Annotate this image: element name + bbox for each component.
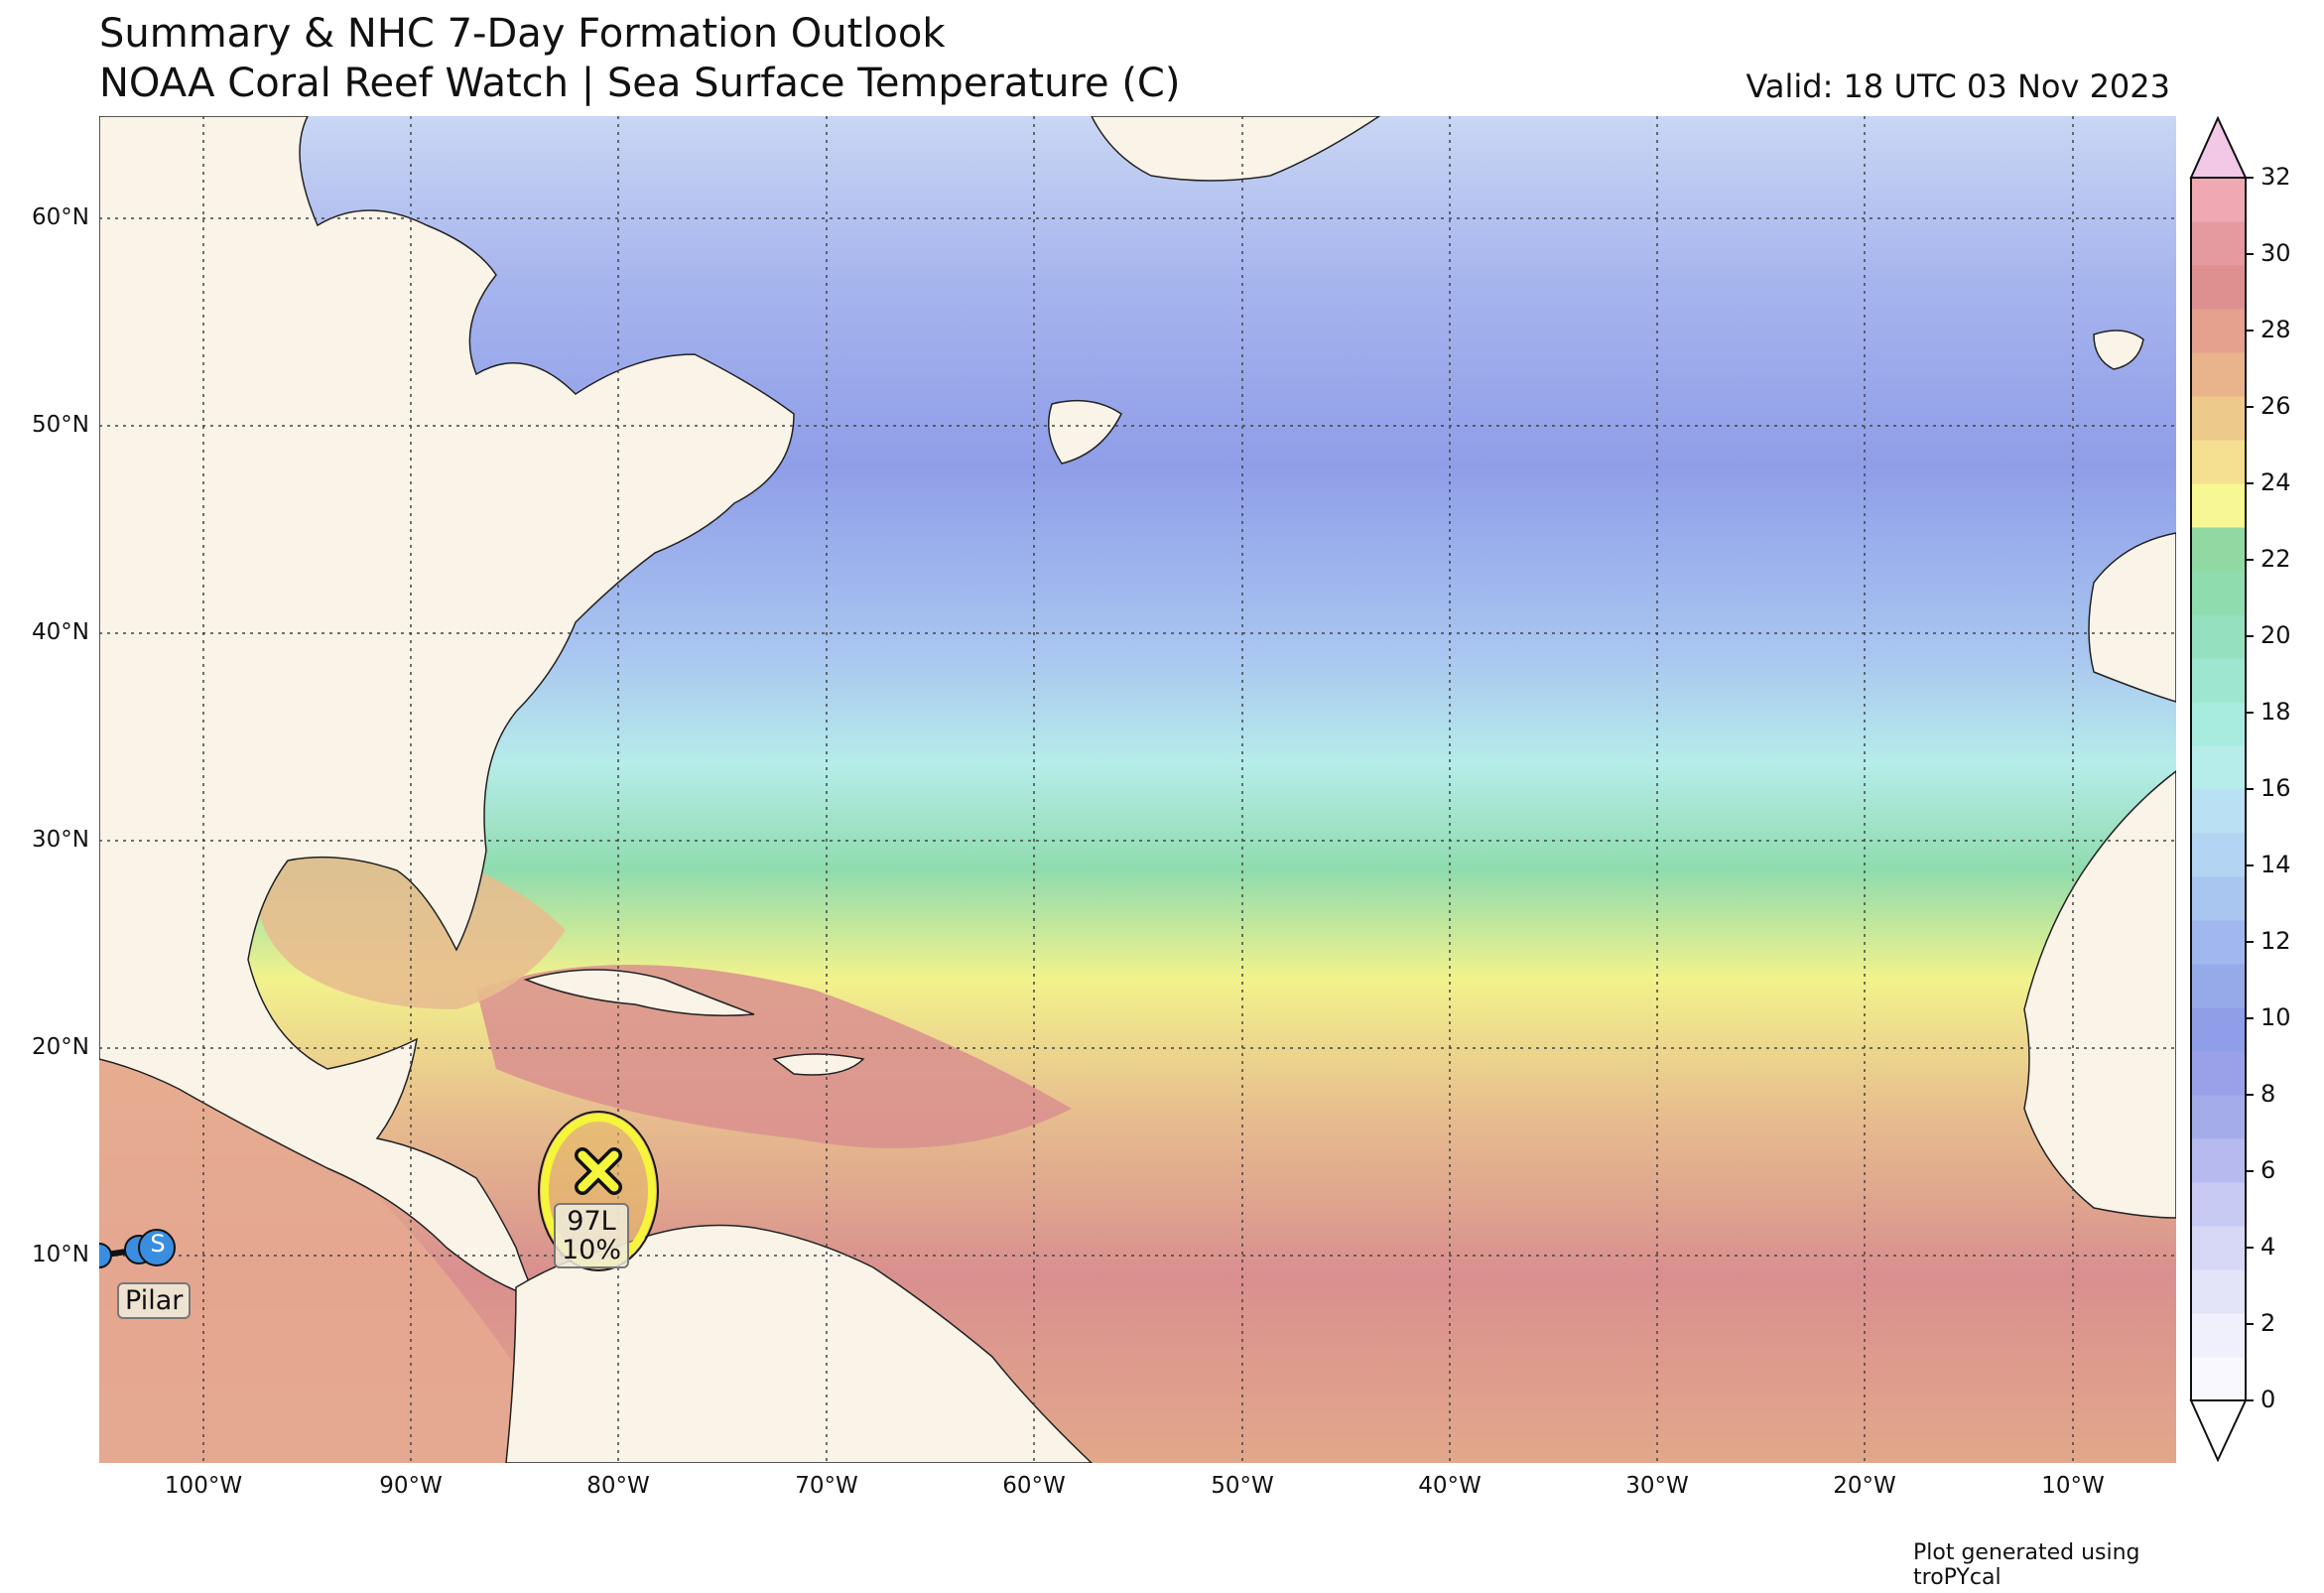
lon-label-40: 40°W: [1418, 1473, 1482, 1499]
africa-land: [2023, 770, 2176, 1219]
colorbar-segment: [2191, 1269, 2246, 1314]
colorbar-segment: [2191, 964, 2246, 1008]
storm-name-label: Pilar: [117, 1282, 192, 1319]
lat-label-10: 10°N: [32, 1242, 89, 1267]
colorbar-segment: [2191, 265, 2246, 310]
lon-label-10: 10°W: [2041, 1473, 2105, 1499]
lat-label-20: 20°N: [32, 1034, 89, 1060]
colorbar-segment: [2191, 1357, 2246, 1401]
colorbar-tick-label: 0: [2260, 1386, 2276, 1413]
colorbar-extend-bottom: [2189, 1399, 2248, 1463]
colorbar-segment: [2191, 702, 2246, 746]
disturbance-id: 97L: [567, 1206, 616, 1237]
colorbar-tick-label: 12: [2260, 927, 2291, 955]
colorbar-extend-top: [2189, 116, 2248, 179]
lon-label-30: 30°W: [1625, 1473, 1689, 1499]
credit-label: Plot generated using troPYcal: [1907, 1537, 2176, 1593]
colorbar-segment: [2191, 745, 2246, 790]
colorbar-segment: [2191, 833, 2246, 877]
colorbar-segment: [2191, 440, 2246, 484]
colorbar-segment: [2191, 1007, 2246, 1052]
colorbar-segment: [2191, 876, 2246, 921]
valid-time: Valid: 18 UTC 03 Nov 2023: [1745, 67, 2170, 105]
colorbar-segment: [2191, 483, 2246, 528]
lat-label-40: 40°N: [32, 619, 89, 645]
colorbar-tick-label: 2: [2260, 1309, 2276, 1337]
lat-label-60: 60°N: [32, 204, 89, 230]
colorbar-tick-label: 4: [2260, 1233, 2276, 1261]
colorbar-segment: [2191, 920, 2246, 965]
colorbar-tick-label: 32: [2260, 163, 2291, 191]
colorbar-segment: [2191, 527, 2246, 572]
colorbar-tick-label: 14: [2260, 851, 2291, 878]
lon-label-50: 50°W: [1211, 1473, 1274, 1499]
colorbar-tick-label: 26: [2260, 392, 2291, 420]
storm-symbol: S: [150, 1230, 166, 1258]
disturbance-probability: 10%: [562, 1235, 622, 1265]
colorbar-segment: [2191, 1182, 2246, 1227]
colorbar-segment: [2191, 789, 2246, 834]
colorbar-segment: [2191, 1051, 2246, 1096]
storm-pilar-track: [99, 1229, 176, 1268]
chart-title: Summary & NHC 7-Day Formation Outlook: [99, 11, 946, 57]
newfoundland-land: [1047, 399, 1122, 465]
hispaniola-land: [772, 1053, 865, 1076]
lon-label-20: 20°W: [1833, 1473, 1896, 1499]
colorbar-tick-label: 24: [2260, 468, 2291, 496]
colorbar-tick-label: 20: [2260, 621, 2291, 649]
colorbar-tick-label: 30: [2260, 239, 2291, 267]
europe-land: [2088, 532, 2176, 703]
lon-label-100: 100°W: [164, 1473, 243, 1499]
lon-label-70: 70°W: [795, 1473, 858, 1499]
disturbance-label: 97L 10%: [554, 1203, 630, 1268]
colorbar-segment: [2191, 571, 2246, 615]
colorbar-tick-label: 10: [2260, 1003, 2291, 1031]
x-mark-icon: [575, 1147, 622, 1195]
lon-label-80: 80°W: [586, 1473, 650, 1499]
lat-label-30: 30°N: [32, 827, 89, 853]
colorbar-segment: [2191, 658, 2246, 703]
lon-label-60: 60°W: [1002, 1473, 1066, 1499]
greenland-land: [1091, 116, 1381, 182]
colorbar-tick-label: 16: [2260, 774, 2291, 802]
storm-symbol-icon: [138, 1229, 176, 1266]
colorbar-segment: [2191, 1313, 2246, 1358]
colorbar-tick-label: 6: [2260, 1156, 2276, 1184]
chart-subtitle: NOAA Coral Reef Watch | Sea Surface Temp…: [99, 61, 1181, 106]
colorbar-segment: [2191, 352, 2246, 397]
colorbar-segment: [2191, 309, 2246, 353]
colorbar-segment: [2191, 396, 2246, 441]
lon-label-90: 90°W: [379, 1473, 443, 1499]
sst-colorbar: [2189, 116, 2254, 1463]
colorbar-segment: [2191, 178, 2246, 222]
colorbar-tick-label: 28: [2260, 316, 2291, 343]
colorbar-segment: [2191, 221, 2246, 266]
lat-label-50: 50°N: [32, 412, 89, 438]
colorbar-segment: [2191, 614, 2246, 659]
colorbar-tick-label: 18: [2260, 698, 2291, 726]
ireland-land: [2093, 330, 2144, 370]
colorbar-segment: [2191, 1226, 2246, 1270]
caribbean-warm-pool: [476, 965, 1072, 1148]
cuba-land: [523, 969, 755, 1016]
colorbar-segment: [2191, 1095, 2246, 1139]
colorbar-segment: [2191, 1138, 2246, 1183]
colorbar-tick-label: 22: [2260, 545, 2291, 573]
sst-map: S 97L 10% Pilar Plot generated using tro…: [99, 116, 2176, 1593]
colorbar-tick-label: 8: [2260, 1080, 2276, 1108]
